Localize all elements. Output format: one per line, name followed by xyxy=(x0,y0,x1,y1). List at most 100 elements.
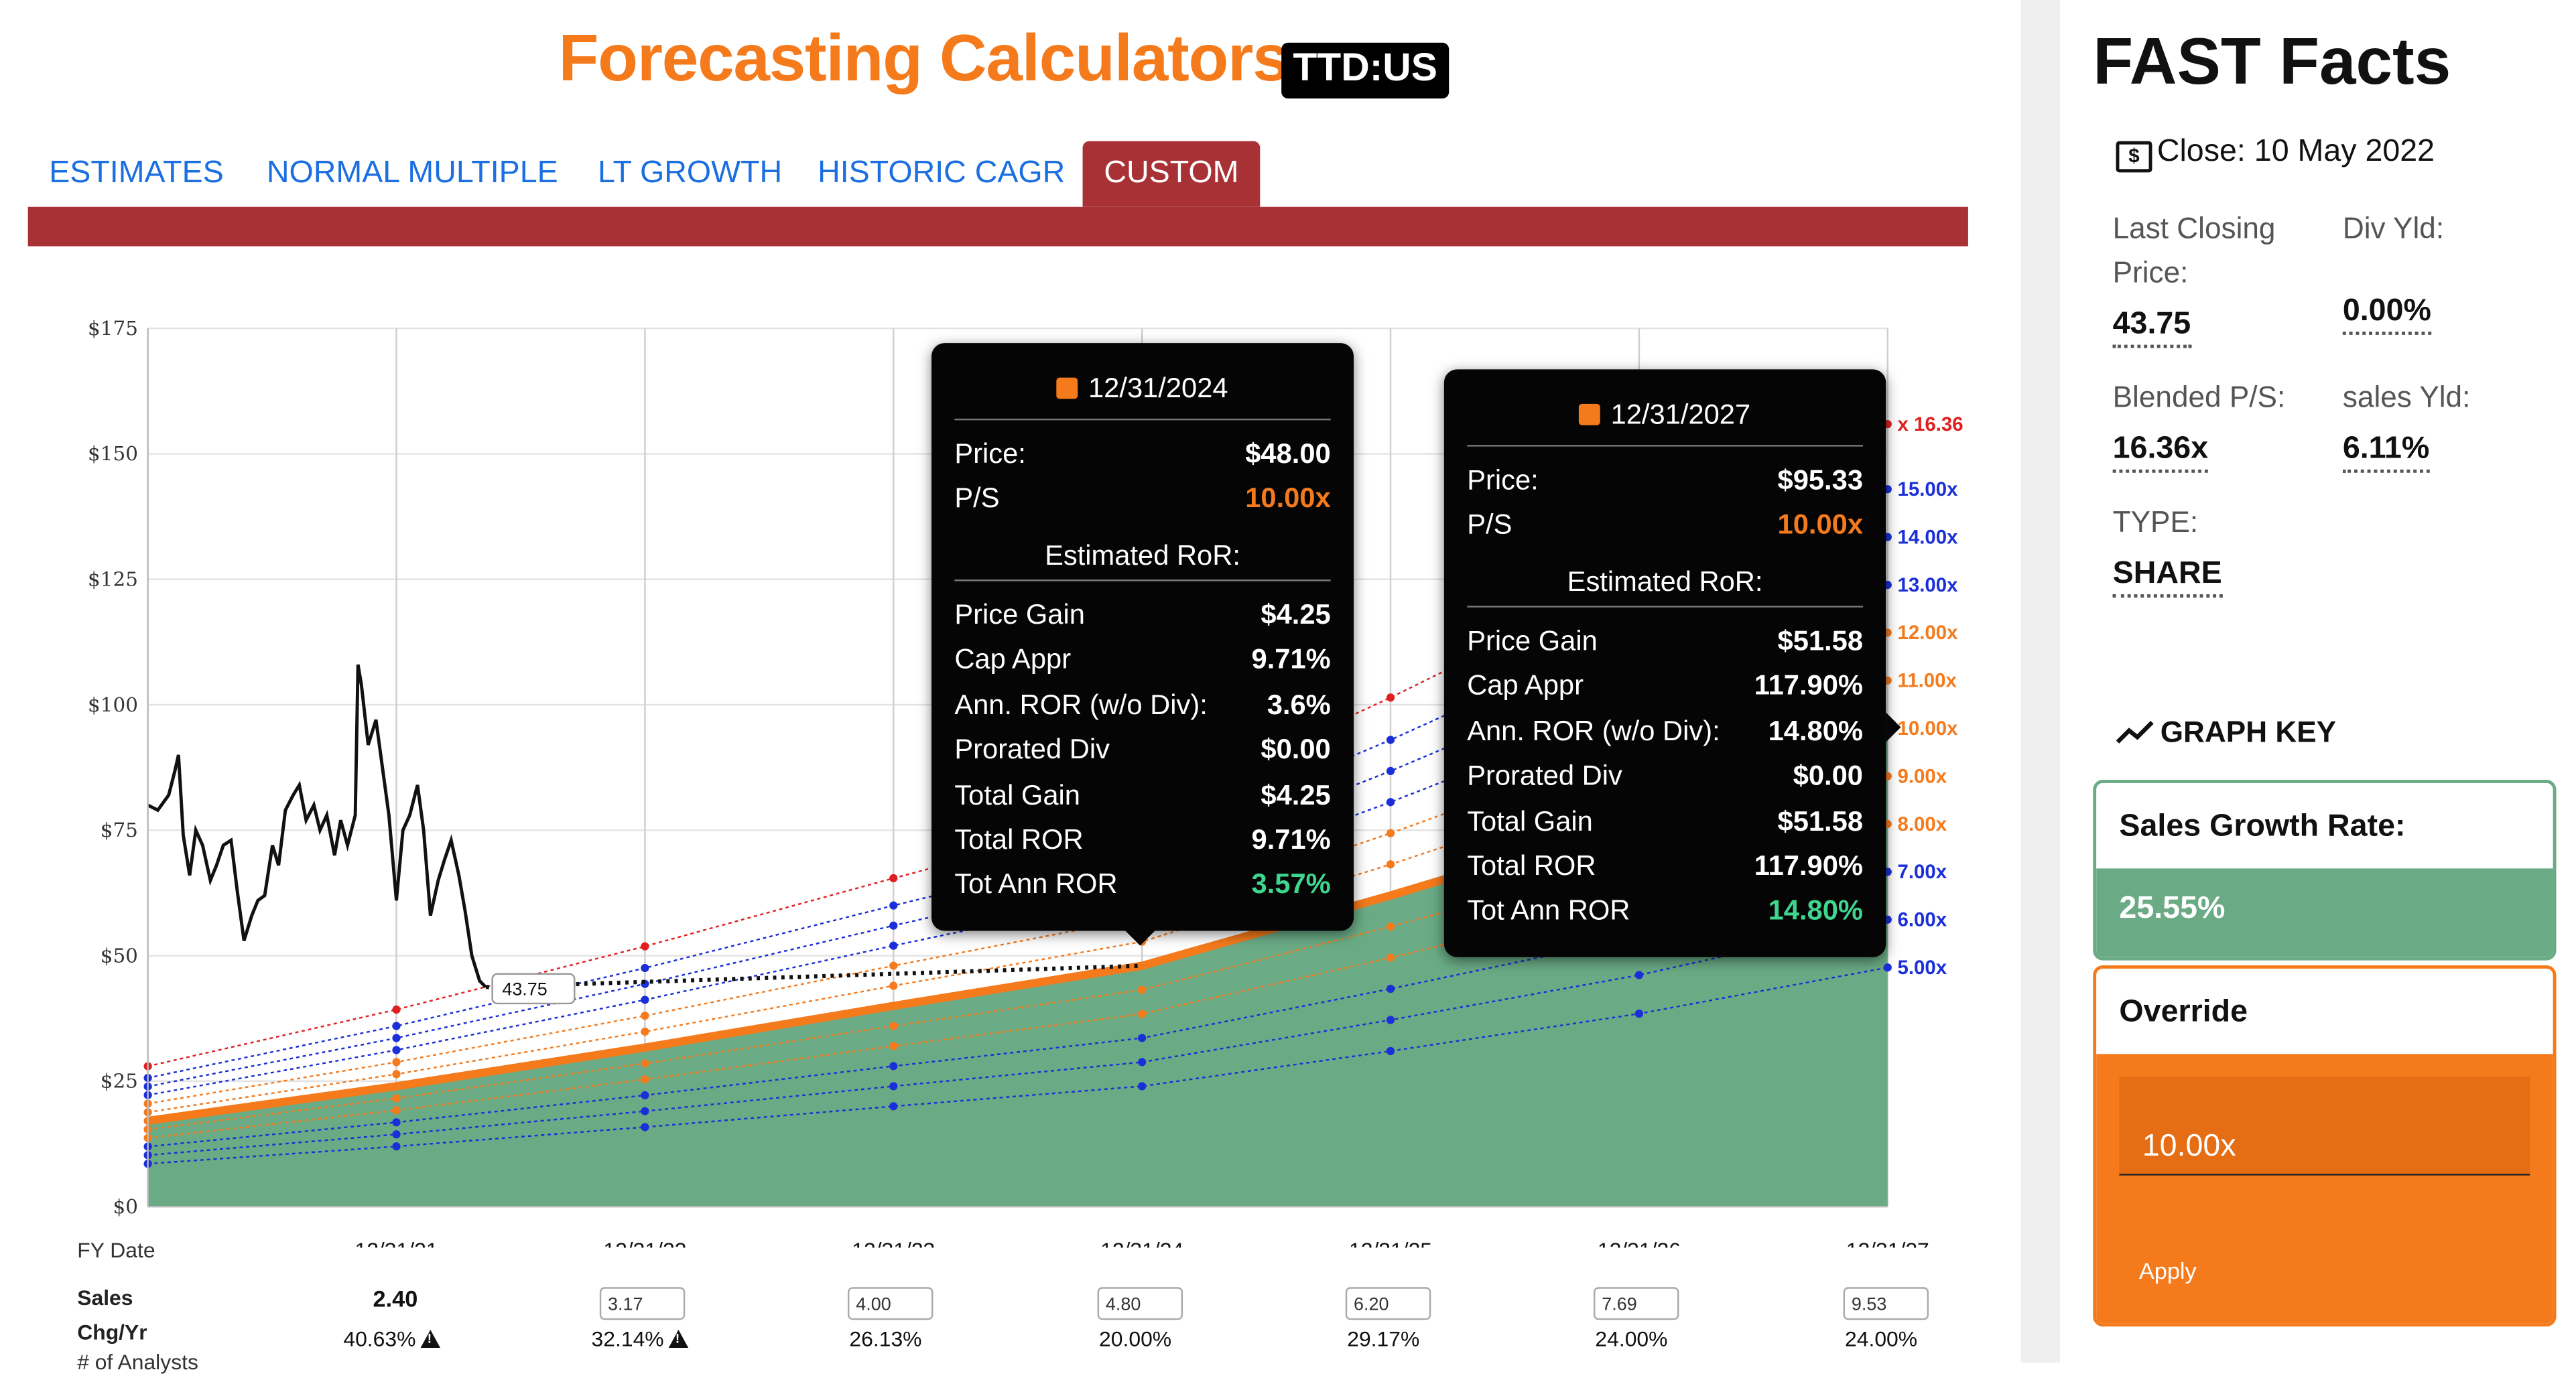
chg-yr-text: 40.63% xyxy=(343,1326,416,1351)
override-input[interactable]: 10.00x xyxy=(2119,1077,2530,1176)
tooltip-row: Tot Ann ROR 3.57% xyxy=(954,869,1330,905)
sales-yld-value[interactable]: 6.11% xyxy=(2342,432,2430,473)
valuation-area xyxy=(147,728,1888,1207)
multiple-point xyxy=(889,1102,898,1111)
multiple-point xyxy=(1386,829,1395,837)
blended-ps-value[interactable]: 16.36x xyxy=(2112,432,2209,473)
last-close-value[interactable]: 43.75 xyxy=(2112,307,2191,348)
multiple-point xyxy=(1386,766,1395,776)
multiple-point xyxy=(392,1034,401,1042)
graph-key-card: GRAPH KEY Sales Growth Rate: 25.55% Over… xyxy=(2060,657,2576,1363)
multiple-point xyxy=(1138,985,1147,994)
multiple-point xyxy=(1386,1046,1395,1056)
tooltip-row-label: Tot Ann ROR xyxy=(1467,895,1630,927)
multiple-line xyxy=(147,918,1888,1156)
warning-icon[interactable] xyxy=(668,1329,689,1348)
tab-lt-growth[interactable]: LT GROWTH xyxy=(598,155,783,191)
sales-growth-rate-label: Sales Growth Rate: xyxy=(2119,809,2406,844)
sales-yld-label: sales Yld: xyxy=(2342,381,2471,414)
y-tick-label: $75 xyxy=(101,819,138,841)
apply-button[interactable]: Apply xyxy=(2138,1257,2197,1284)
tooltip-row-label: Ann. ROR (w/o Div): xyxy=(954,689,1208,721)
multiple-label: 9.00x xyxy=(1897,765,1947,787)
multiple-point xyxy=(1386,922,1395,931)
multiple-point xyxy=(641,942,649,951)
multiple-point xyxy=(641,995,649,1004)
tooltip-date: 12/31/2027 xyxy=(1610,399,1751,431)
multiple-label: 12.00x xyxy=(1897,622,1958,644)
tooltip-row-value: 14.80% xyxy=(1768,715,1864,747)
tooltip-ps-value: 10.00x xyxy=(1245,482,1331,514)
sales-input[interactable]: 6.20 xyxy=(1345,1287,1431,1320)
sales-input[interactable]: 7.69 xyxy=(1593,1287,1679,1320)
multiple-label: 8.00x xyxy=(1897,813,1947,835)
tooltip-row-value: 9.71% xyxy=(1251,644,1331,676)
tooltip-divider xyxy=(954,418,1331,421)
tooltip-date: 12/31/2024 xyxy=(1088,372,1228,404)
div-yld-value[interactable]: 0.00% xyxy=(2342,294,2431,335)
tooltip-row-value: 117.90% xyxy=(1754,850,1864,882)
y-tick-label: $0 xyxy=(113,1195,137,1218)
tab-custom[interactable]: CUSTOM xyxy=(1082,141,1261,207)
tooltip-pointer xyxy=(1123,929,1157,946)
multiple-line xyxy=(147,967,1888,1165)
ticker-badge: TTD:US xyxy=(1281,42,1450,99)
warning-icon[interactable] xyxy=(420,1329,441,1348)
tooltip-row: Total ROR 117.90% xyxy=(1467,850,1863,886)
x-tick-label: 12/31/23 xyxy=(852,1238,935,1247)
blended-ps-label: Blended P/S: xyxy=(2112,381,2286,414)
multiple-point xyxy=(1386,736,1395,744)
multiple-label: x 16.36 xyxy=(1897,413,1963,435)
multiple-point xyxy=(392,1058,401,1067)
sales-input[interactable]: 3.17 xyxy=(599,1287,686,1320)
multiple-point xyxy=(392,1118,401,1127)
tooltip-price-label: Price: xyxy=(954,438,1026,470)
chg-yr-value: 40.63% xyxy=(343,1326,441,1351)
chart-price-history: 43.75 xyxy=(147,664,1143,1005)
y-tick-label: $175 xyxy=(88,317,138,340)
tooltip-row: Total Gain $51.58 xyxy=(1467,805,1863,841)
y-tick-label: $100 xyxy=(88,693,138,716)
tooltip-row-label: Ann. ROR (w/o Div): xyxy=(1467,715,1720,747)
y-tick-label: $50 xyxy=(101,944,138,967)
tooltip-row-label: Tot Ann ROR xyxy=(954,869,1118,900)
tooltip-ps-value: 10.00x xyxy=(1777,508,1864,541)
tooltip-row: Price Gain $51.58 xyxy=(1467,626,1863,662)
sales-value: 2.40 xyxy=(373,1285,418,1312)
multiple-point xyxy=(392,1142,401,1151)
chart-multiple-labels: x 16.36 15.00x 14.00x 13.00x 12.00x 11.00x 10.… xyxy=(1897,413,1963,979)
tooltip-row-value: 14.80% xyxy=(1768,895,1864,927)
multiple-label: 15.00x xyxy=(1897,478,1958,500)
tooltip-row-label: Total Gain xyxy=(1467,805,1593,837)
tooltip-row-value: $51.58 xyxy=(1777,805,1864,837)
multiple-point xyxy=(392,1005,401,1014)
multiple-point xyxy=(392,1094,401,1103)
type-value[interactable]: SHARE xyxy=(2112,557,2222,598)
tooltip-row: Prorated Div $0.00 xyxy=(1467,760,1863,797)
tooltip-divider xyxy=(1467,606,1864,608)
tooltip-row-value: $0.00 xyxy=(1261,734,1331,766)
override-box: Override 10.00x Apply xyxy=(2093,965,2557,1327)
multiple-point xyxy=(1883,963,1892,972)
tooltip-row-value: 9.71% xyxy=(1251,824,1331,855)
tab-normal-multiple[interactable]: NORMAL MULTIPLE xyxy=(266,155,558,191)
chg-yr-value: 32.14% xyxy=(592,1326,689,1351)
tooltip-2024: 12/31/2024 Price: $48.00 P/S 10.00x Estima… xyxy=(931,343,1354,931)
tooltip-ror-heading: Estimated RoR: xyxy=(1567,566,1763,598)
tooltip-row: Cap Appr 117.90% xyxy=(1467,671,1863,707)
x-tick-label: 12/31/24 xyxy=(1100,1238,1183,1247)
sales-input[interactable]: 4.80 xyxy=(1097,1287,1183,1320)
multiple-point xyxy=(641,1043,649,1052)
x-tick-label: 12/31/25 xyxy=(1349,1238,1432,1247)
tab-estimates[interactable]: ESTIMATES xyxy=(49,155,224,191)
tooltip-row: Tot Ann ROR 14.80% xyxy=(1467,896,1863,932)
chg-yr-text: 29.17% xyxy=(1347,1326,1420,1351)
tab-historic-cagr[interactable]: HISTORIC CAGR xyxy=(818,155,1066,191)
tooltip-row: Total Gain $4.25 xyxy=(954,779,1330,815)
sales-input[interactable]: 9.53 xyxy=(1843,1287,1929,1320)
chg-yr-text: 26.13% xyxy=(849,1326,922,1351)
tooltip-price-label: Price: xyxy=(1467,464,1539,496)
sales-input[interactable]: 4.00 xyxy=(847,1287,933,1320)
series-square-icon xyxy=(1580,403,1601,425)
multiple-point xyxy=(1138,1010,1147,1018)
